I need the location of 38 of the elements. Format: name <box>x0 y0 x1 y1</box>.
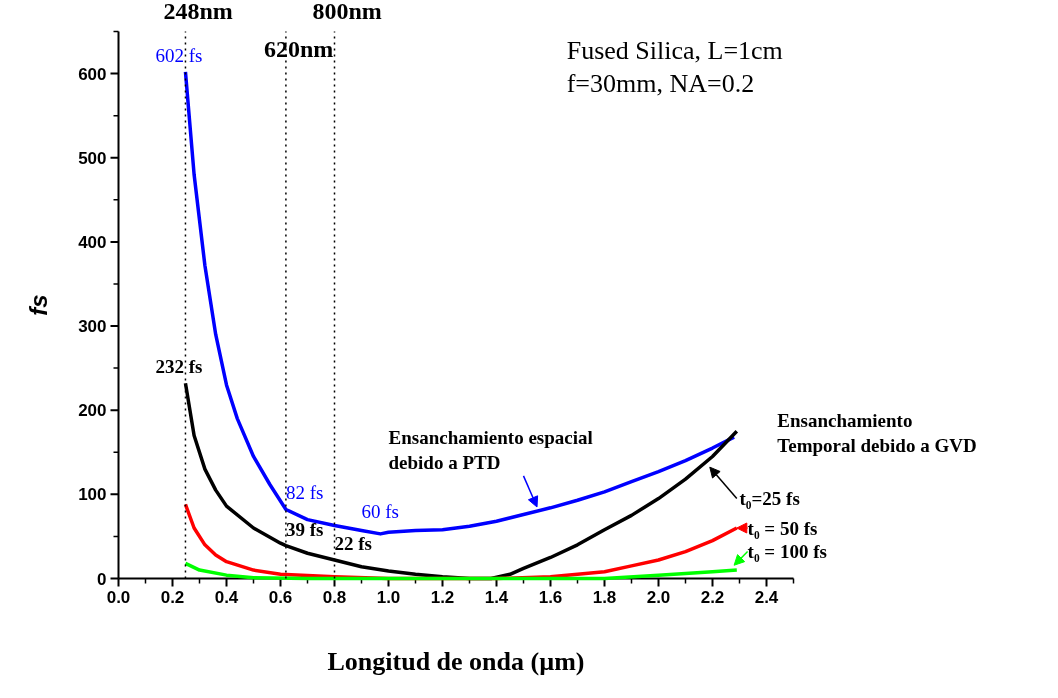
x-tick-label: 0.6 <box>268 587 293 607</box>
y-tick-label: 200 <box>78 401 107 421</box>
annotation: 22 fs <box>334 532 372 554</box>
annotation: 602 fs <box>155 44 203 66</box>
text: t₀=25 fs <box>739 488 800 510</box>
y-tick-label: 600 <box>78 64 107 84</box>
y-tick-label: 0 <box>97 569 107 589</box>
annotation: 232 fs <box>155 356 203 378</box>
x-tick-label: 1.8 <box>592 587 617 607</box>
x-tick-label: 0.4 <box>214 587 239 607</box>
annotation: 39 fs <box>285 518 324 540</box>
annotation: f=30mm, NA=0.2 <box>566 69 755 99</box>
legend-label: t₀ = 50 fs <box>747 517 818 539</box>
annotation: 82 fs <box>285 482 324 504</box>
y-tick-label: 400 <box>78 232 107 252</box>
ref-line-label: 620nm <box>263 35 334 62</box>
annotation: 60 fs <box>361 501 399 523</box>
series-label: Ensanchamiento espacial debido a PTD <box>388 427 593 474</box>
x-tick-label: 2.2 <box>700 587 725 607</box>
y-axis-title: fs <box>25 294 52 316</box>
x-tick-label: 1.4 <box>484 587 509 607</box>
x-tick-label: 1.2 <box>430 587 455 607</box>
x-tick-label: 1.0 <box>376 587 401 607</box>
y-tick-label: 100 <box>78 485 107 505</box>
annotation: Fused Silica, L=1cm <box>566 35 783 65</box>
y-tick-label: 500 <box>78 148 107 168</box>
x-tick-label: 2.0 <box>646 587 671 607</box>
legend-label: t₀ = 100 fs <box>747 541 827 563</box>
annotation: Ensanchamiento Temporal debido a GVD <box>777 410 977 457</box>
x-tick-label: 0.2 <box>160 587 185 607</box>
y-tick-label: 300 <box>78 317 107 337</box>
x-tick-label: 2.4 <box>754 587 779 607</box>
x-tick-label: 0.0 <box>106 587 131 607</box>
ref-line-label: 248nm <box>163 0 233 24</box>
ref-line-label: 800nm <box>312 0 382 24</box>
x-axis-title: Longitud de onda (µm) <box>327 646 585 676</box>
x-tick-label: 0.8 <box>322 587 347 607</box>
x-tick-label: 1.6 <box>538 587 563 607</box>
